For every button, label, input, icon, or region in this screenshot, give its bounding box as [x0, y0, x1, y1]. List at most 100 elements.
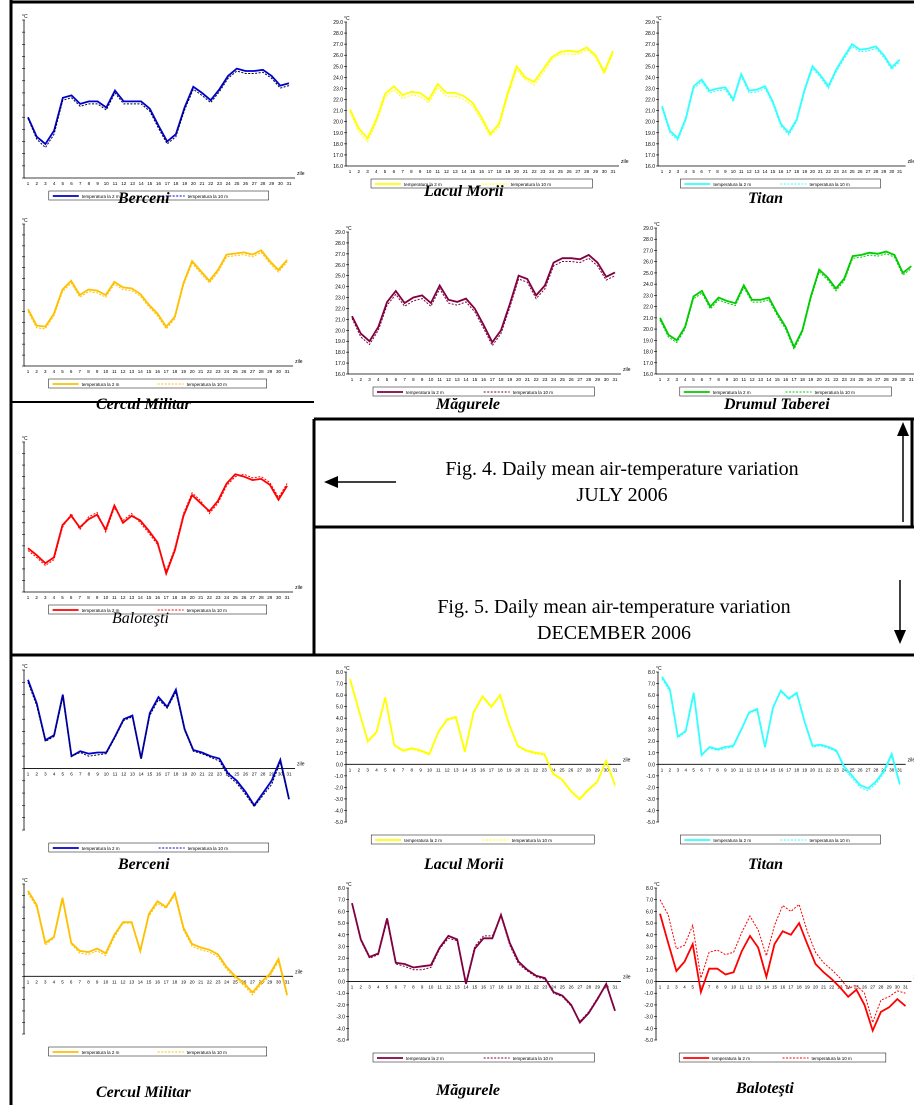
arrow-left-icon [324, 476, 396, 488]
x-tick-label: 9 [96, 595, 99, 600]
legend-label-2m: temperatura la 2 m [406, 390, 444, 395]
x-tick-label: 18 [499, 377, 505, 382]
y-tick-label: 2.0 [338, 956, 345, 962]
x-tick-label: 27 [252, 181, 258, 186]
x-tick-label: 10 [426, 169, 432, 174]
x-tick-label: 8 [87, 595, 90, 600]
x-tick-label: 26 [569, 377, 575, 382]
x-tick-label: 7 [708, 985, 711, 990]
y-tick-label: 17.0 [643, 361, 653, 367]
y-tick-label: -1.0 [644, 991, 653, 997]
y-tick-label: 24.0 [335, 285, 345, 291]
x-tick-label: 18 [794, 169, 800, 174]
x-tick-label: 21 [198, 595, 204, 600]
x-tick-label: 26 [867, 377, 873, 382]
legend-label-10m: temperatura la 10 m [812, 1056, 853, 1061]
x-tick-label: 21 [818, 169, 824, 174]
x-tick-label: 20 [813, 985, 819, 990]
y-tick-label: 6.0 [646, 909, 653, 915]
y-tick-label: 7.0 [338, 898, 345, 904]
x-tick-label: 6 [701, 377, 704, 382]
x-tick-label: 12 [121, 771, 127, 776]
station-title: Lacul Morii [424, 856, 504, 873]
x-tick-label: 31 [610, 169, 616, 174]
chart-panel: °C 16.0 17.0 18.0 19.0 20.0 21.0 22.0 23.0 24.0 25… [333, 16, 634, 200]
chart-svg: °C -5.0 -4.0 -3.0 -2.0 -1.0 0.0 1.0 2.0 3.0 4.0 5.0… [334, 666, 631, 845]
y-tick-label: 25.0 [645, 64, 655, 70]
x-tick-label: 23 [834, 767, 840, 772]
y-tick-label: 22.0 [645, 98, 655, 104]
chart-svg: °C16.017.018.019.020.021.022.023.024.025… [335, 226, 631, 397]
y-tick-label: 5.0 [338, 921, 345, 927]
x-tick-label: 4 [53, 771, 56, 776]
x-tick-label: 31 [287, 181, 293, 186]
legend-box [679, 386, 892, 397]
x-tick-label: 12 [446, 985, 452, 990]
x-tick-label: 24 [549, 169, 555, 174]
x-tick-label: 27 [865, 169, 871, 174]
x-tick-label: 5 [692, 377, 695, 382]
y-tick-label: 3.0 [338, 944, 345, 950]
x-tick-label: 18 [172, 595, 178, 600]
y-tick-label: 5.0 [646, 921, 653, 927]
y-tick-label: 16.0 [333, 164, 343, 170]
y-tick-label: -1.0 [334, 774, 343, 780]
x-tick-label: 19 [505, 169, 511, 174]
y-tick-label: 18.0 [335, 350, 345, 356]
x-tick-label: 22 [532, 169, 538, 174]
x-tick-label: 16 [479, 169, 485, 174]
chart-svg: °C -5.0 -4.0 -3.0 -2.0 -1.0 0.0 1.0 2.0 3.0 4.0 5.0… [644, 882, 914, 1063]
x-tick-label: 30 [276, 595, 282, 600]
x-tick-label: 3 [366, 169, 369, 174]
y-tick-label: 19.0 [333, 131, 343, 137]
x-tick-label: 27 [875, 377, 881, 382]
x-tick-label: 20 [516, 377, 522, 382]
x-tick-label: 7 [79, 181, 82, 186]
chart-panel: °C -5.0 -4.0 -3.0 -2.0 -1.0 0.0 1.0 2.0 3.0 4.0 5.0… [336, 882, 636, 1074]
fig5-caption-line1: Fig. 5. Daily mean air-temperature varia… [437, 596, 791, 618]
x-tick-label: 21 [200, 181, 206, 186]
x-tick-label: 7 [401, 169, 404, 174]
x-tick-label: 25 [233, 979, 239, 984]
x-tick-label: 2 [360, 985, 363, 990]
x-tick-label: 2 [35, 595, 38, 600]
x-tick-label: 17 [165, 181, 171, 186]
x-tick-label: 23 [542, 377, 548, 382]
x-tick-label: 29 [593, 169, 599, 174]
series-line-2m [659, 913, 907, 1034]
x-tick-label: 23 [834, 169, 840, 174]
y-tick-label: 21.0 [335, 317, 345, 323]
y-tick-label: 8.0 [336, 670, 343, 676]
y-tick-label: 29.0 [645, 20, 655, 26]
x-tick-label: 13 [129, 369, 135, 374]
x-tick-label: 28 [586, 767, 592, 772]
x-tick-label: 5 [386, 377, 389, 382]
y-unit-label: °C [656, 666, 662, 672]
x-tick-label: 22 [534, 985, 540, 990]
y-tick-label: 22.0 [333, 98, 343, 104]
x-tick-label: 12 [120, 369, 126, 374]
x-tick-label: 25 [233, 369, 239, 374]
y-tick-label: 29.0 [643, 226, 653, 232]
x-tick-label: 18 [800, 377, 806, 382]
x-tick-label: 30 [900, 377, 906, 382]
x-tick-label: 19 [506, 767, 512, 772]
x-tick-label: 1 [349, 169, 352, 174]
x-tick-label: 1 [659, 377, 662, 382]
fig4-caption-line2: JULY 2006 [576, 484, 668, 506]
x-tick-label: 21 [198, 979, 204, 984]
x-tick-label: 25 [559, 767, 565, 772]
x-tick-label: 7 [709, 377, 712, 382]
x-tick-label: 19 [802, 169, 808, 174]
y-tick-label: 20.0 [645, 120, 655, 126]
y-unit-label: °C [22, 14, 28, 20]
x-tick-label: 31 [612, 985, 618, 990]
x-tick-label: 19 [182, 771, 188, 776]
series-line-2m [351, 253, 616, 345]
x-tick-label: 2 [35, 771, 38, 776]
x-tick-label: 13 [756, 985, 762, 990]
x-tick-label: 15 [471, 767, 477, 772]
x-tick-label: 27 [250, 369, 256, 374]
x-tick-label: 13 [130, 181, 136, 186]
y-tick-label: 16.0 [643, 372, 653, 378]
